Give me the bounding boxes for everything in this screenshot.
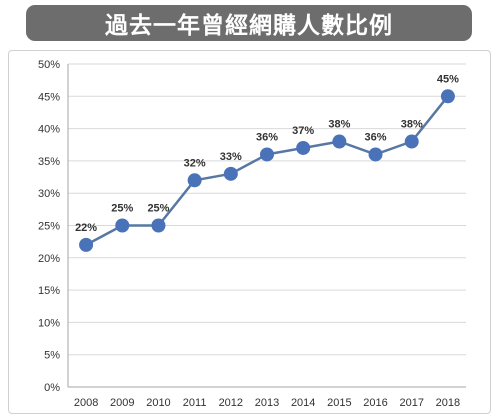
y-tick-label: 30%: [38, 188, 60, 200]
x-tick-label: 2017: [399, 397, 423, 409]
x-tick-label: 2014: [291, 397, 315, 409]
chart-frame: [8, 50, 491, 414]
y-tick-label: 15%: [38, 285, 60, 297]
data-label: 37%: [292, 125, 314, 137]
y-tick-label: 0%: [44, 382, 60, 394]
series-layer: [85, 95, 449, 247]
series-line: [85, 95, 449, 247]
y-tick-label: 45%: [38, 91, 60, 103]
y-tick-label: 20%: [38, 253, 60, 265]
data-label: 36%: [365, 131, 387, 143]
marker-layer: [79, 89, 455, 252]
chart-title: 過去一年曾經網購人數比例: [105, 13, 393, 39]
data-label: 45%: [437, 73, 459, 85]
data-point: [332, 134, 347, 149]
x-tick-labels: 2008 2009 2010 2011 2012 2013 2014 2015 2016 2017…: [74, 397, 460, 409]
x-tick-label: 2016: [363, 397, 387, 409]
data-label: 25%: [111, 203, 133, 215]
data-labels: 22% 25% 25% 32% 33% 36% 37% 38% 36% 38% 45%: [75, 73, 459, 234]
axis-layer: [67, 64, 466, 388]
data-point: [187, 173, 202, 188]
x-tick-label: 2010: [146, 397, 170, 409]
x-tick-label: 2013: [255, 397, 279, 409]
data-label: 33%: [220, 151, 242, 163]
y-tick-label: 40%: [38, 124, 60, 136]
data-label: 38%: [328, 119, 350, 131]
chart-title-banner: 過去一年曾經網購人數比例: [26, 5, 472, 41]
y-tick-label: 35%: [38, 156, 60, 168]
y-tick-label: 50%: [38, 59, 60, 71]
data-point: [260, 147, 274, 162]
data-point: [404, 134, 419, 149]
data-point: [440, 89, 455, 104]
x-tick-label: 2009: [110, 397, 134, 409]
data-point: [296, 140, 311, 155]
y-tick-label: 5%: [44, 350, 60, 362]
data-point: [115, 218, 130, 233]
data-label: 36%: [256, 131, 278, 143]
y-tick-label: 10%: [38, 317, 60, 329]
x-tick-label: 2008: [74, 397, 98, 409]
data-point: [79, 237, 94, 252]
x-tick-label: 2018: [436, 397, 460, 409]
x-tick-label: 2011: [183, 397, 207, 409]
data-point: [368, 147, 383, 162]
x-tick-label: 2015: [327, 397, 351, 409]
y-tick-label: 25%: [38, 221, 60, 233]
data-label: 32%: [184, 157, 206, 169]
data-label: 22%: [75, 222, 97, 234]
data-label: 38%: [401, 119, 423, 131]
data-point: [151, 218, 166, 233]
x-tick-label: 2012: [219, 397, 243, 409]
y-tick-labels: 0% 5% 10% 15% 20% 25% 30% 35% 40% 45% 50%: [38, 59, 60, 394]
data-point: [223, 166, 238, 181]
data-label: 25%: [147, 203, 169, 215]
